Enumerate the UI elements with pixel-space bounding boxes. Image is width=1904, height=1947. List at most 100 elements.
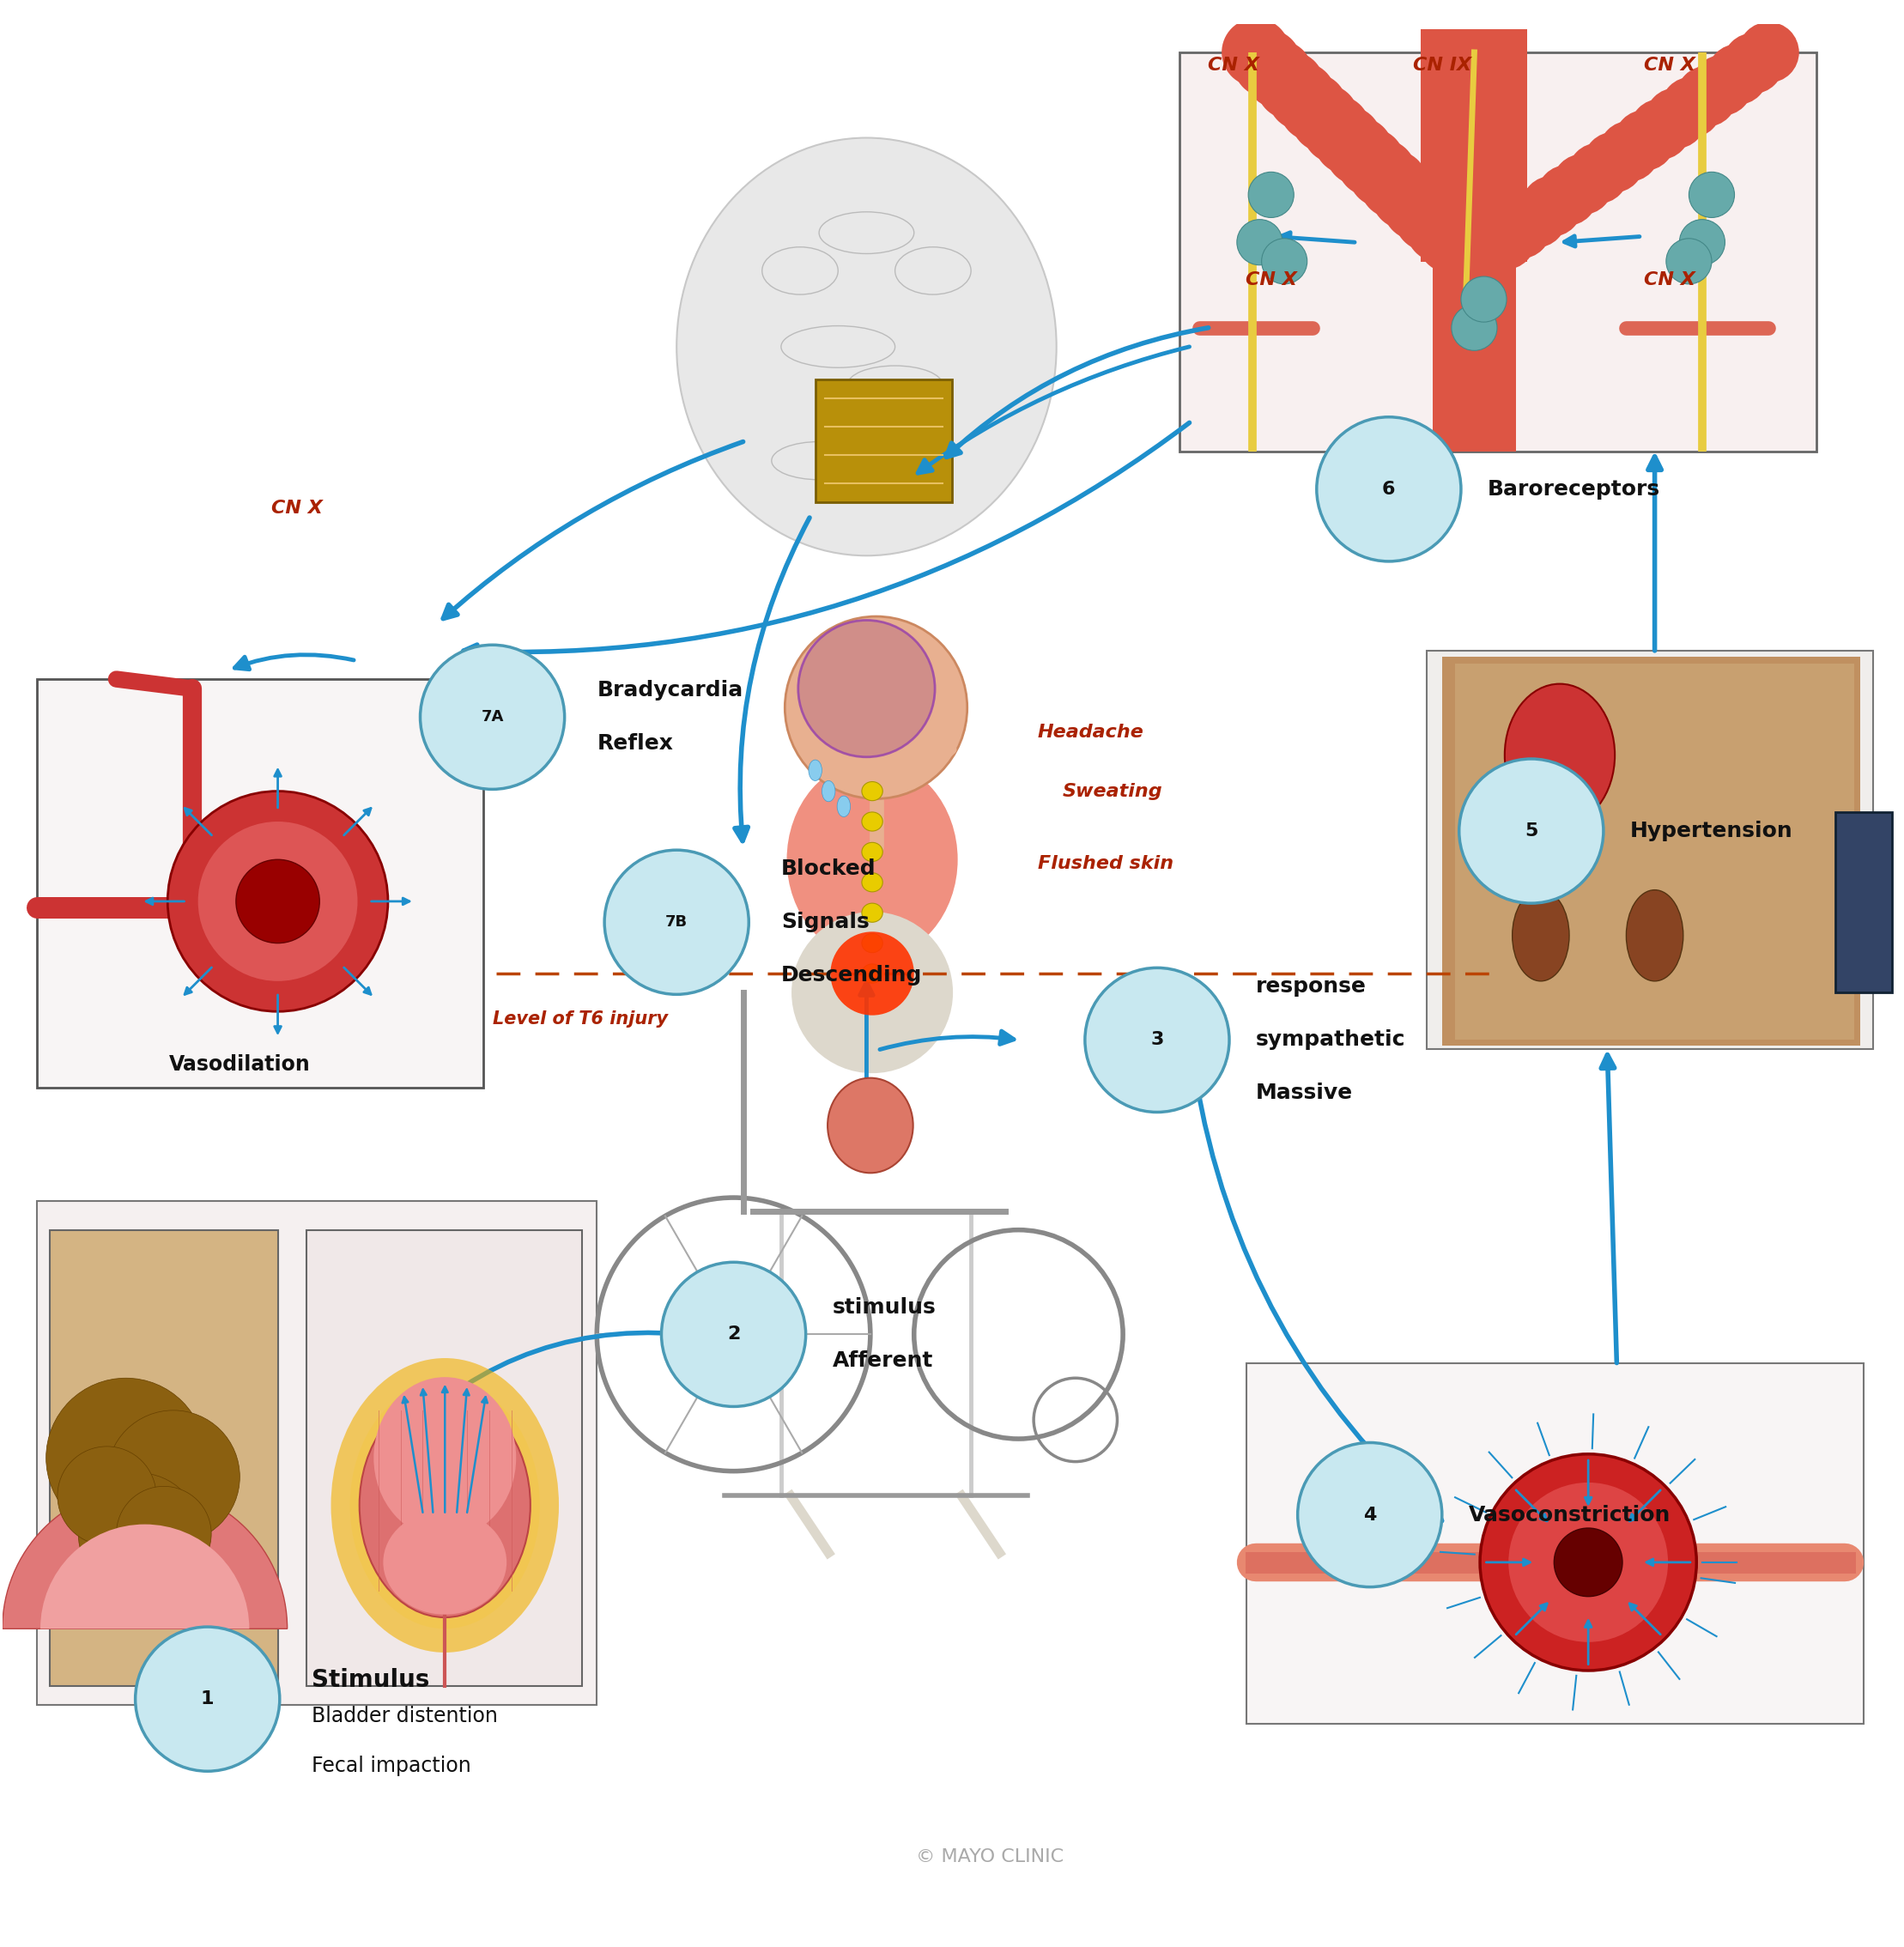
- Circle shape: [1506, 187, 1567, 247]
- FancyBboxPatch shape: [1432, 345, 1516, 368]
- Ellipse shape: [863, 903, 883, 923]
- Text: 4: 4: [1363, 1507, 1377, 1523]
- FancyBboxPatch shape: [1420, 156, 1527, 179]
- Ellipse shape: [863, 964, 883, 983]
- Text: 1: 1: [200, 1690, 213, 1708]
- Circle shape: [1314, 107, 1382, 175]
- Circle shape: [1348, 138, 1417, 208]
- FancyBboxPatch shape: [307, 1231, 581, 1686]
- Text: Bradycardia: Bradycardia: [596, 680, 743, 701]
- FancyBboxPatch shape: [1432, 302, 1516, 325]
- Ellipse shape: [604, 851, 748, 995]
- Circle shape: [1443, 232, 1504, 292]
- Circle shape: [1451, 306, 1497, 350]
- Ellipse shape: [350, 1382, 541, 1630]
- Text: Blocked: Blocked: [781, 859, 876, 880]
- FancyBboxPatch shape: [1420, 29, 1527, 53]
- Circle shape: [1458, 220, 1519, 280]
- Circle shape: [46, 1378, 206, 1538]
- Circle shape: [1249, 171, 1295, 218]
- Circle shape: [784, 617, 967, 798]
- Circle shape: [1679, 220, 1725, 265]
- FancyBboxPatch shape: [1420, 134, 1527, 158]
- Ellipse shape: [676, 138, 1057, 555]
- Circle shape: [1257, 51, 1325, 119]
- Circle shape: [1552, 154, 1613, 214]
- Circle shape: [1382, 171, 1451, 241]
- Circle shape: [1689, 171, 1735, 218]
- Circle shape: [1222, 18, 1291, 86]
- Text: Descending: Descending: [781, 966, 922, 985]
- FancyBboxPatch shape: [36, 1201, 596, 1706]
- Circle shape: [1479, 1454, 1696, 1671]
- Circle shape: [1234, 29, 1302, 97]
- Ellipse shape: [809, 759, 823, 781]
- Circle shape: [1660, 78, 1721, 138]
- Circle shape: [78, 1474, 200, 1595]
- Text: stimulus: stimulus: [832, 1297, 937, 1318]
- Ellipse shape: [863, 812, 883, 831]
- Circle shape: [57, 1447, 156, 1546]
- Circle shape: [1417, 204, 1485, 273]
- Text: 7B: 7B: [664, 915, 687, 931]
- FancyBboxPatch shape: [1432, 386, 1516, 409]
- Circle shape: [1476, 208, 1537, 269]
- Circle shape: [1325, 117, 1394, 185]
- Text: © MAYO CLINIC: © MAYO CLINIC: [916, 1848, 1064, 1865]
- Circle shape: [1537, 165, 1597, 226]
- Text: CN IX: CN IX: [1413, 56, 1472, 74]
- Circle shape: [1645, 88, 1706, 148]
- FancyBboxPatch shape: [1432, 428, 1516, 452]
- FancyBboxPatch shape: [1432, 407, 1516, 430]
- Ellipse shape: [383, 1511, 506, 1614]
- Ellipse shape: [838, 796, 851, 818]
- FancyBboxPatch shape: [1432, 282, 1516, 304]
- Ellipse shape: [135, 1628, 280, 1772]
- Circle shape: [168, 790, 388, 1012]
- FancyBboxPatch shape: [1420, 113, 1527, 136]
- Text: Flushed skin: Flushed skin: [1038, 855, 1173, 872]
- FancyBboxPatch shape: [1835, 812, 1893, 993]
- Wedge shape: [40, 1525, 249, 1630]
- Ellipse shape: [1504, 683, 1615, 826]
- Text: 2: 2: [727, 1326, 741, 1343]
- Text: Massive: Massive: [1257, 1083, 1354, 1104]
- Circle shape: [1405, 195, 1474, 263]
- Ellipse shape: [863, 843, 883, 861]
- FancyBboxPatch shape: [1420, 239, 1527, 263]
- Circle shape: [198, 822, 358, 981]
- FancyBboxPatch shape: [1247, 1363, 1864, 1723]
- Text: Level of T6 injury: Level of T6 injury: [493, 1010, 668, 1028]
- Circle shape: [1337, 129, 1405, 197]
- Circle shape: [1738, 21, 1799, 82]
- Text: 7A: 7A: [482, 709, 505, 724]
- Circle shape: [1371, 162, 1439, 230]
- FancyBboxPatch shape: [1420, 93, 1527, 115]
- Circle shape: [1291, 84, 1359, 152]
- FancyBboxPatch shape: [815, 380, 952, 502]
- Wedge shape: [2, 1486, 288, 1630]
- FancyBboxPatch shape: [1180, 53, 1816, 452]
- Ellipse shape: [828, 1079, 914, 1172]
- Text: CN X: CN X: [1207, 56, 1259, 74]
- Circle shape: [116, 1486, 211, 1581]
- Circle shape: [1491, 199, 1552, 259]
- FancyBboxPatch shape: [1420, 177, 1527, 199]
- Ellipse shape: [1458, 759, 1603, 903]
- Circle shape: [1630, 99, 1691, 160]
- Circle shape: [1521, 175, 1582, 238]
- Circle shape: [1238, 220, 1283, 265]
- Text: 5: 5: [1525, 822, 1538, 839]
- FancyBboxPatch shape: [1432, 261, 1516, 282]
- FancyBboxPatch shape: [1420, 72, 1527, 93]
- Ellipse shape: [1085, 968, 1230, 1112]
- Ellipse shape: [863, 872, 883, 892]
- FancyBboxPatch shape: [50, 1231, 278, 1686]
- Circle shape: [1615, 109, 1676, 171]
- Text: Hypertension: Hypertension: [1630, 822, 1794, 841]
- Circle shape: [1723, 33, 1784, 93]
- Circle shape: [1268, 62, 1337, 130]
- Ellipse shape: [331, 1359, 560, 1653]
- Text: CN X: CN X: [1645, 273, 1696, 288]
- Circle shape: [1439, 228, 1508, 296]
